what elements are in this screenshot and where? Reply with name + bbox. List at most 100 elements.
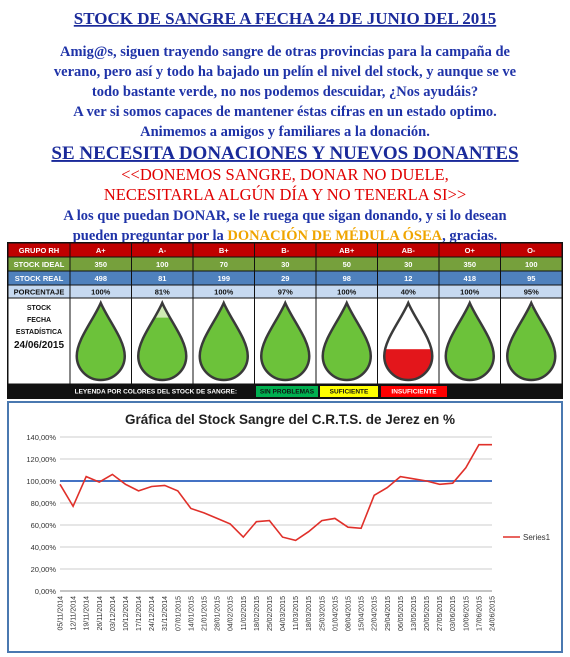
y-tick-label: 140,00% (26, 433, 56, 442)
headline: SE NECESITA DONACIONES Y NUEVOS DONANTES (51, 143, 518, 164)
cell (70, 285, 131, 298)
cell (439, 285, 500, 298)
closing-line: A los que puedan DONAR, se le ruega que … (63, 208, 506, 224)
cell (378, 257, 439, 271)
cell-text: 81 (158, 274, 166, 283)
appeal-line: NECESITARLA ALGÚN DÍA Y NO TENERLA SI>> (104, 185, 466, 204)
cell (378, 271, 439, 285)
x-tick-label: 18/02/2015 (254, 596, 261, 631)
cell-text: 100 (525, 260, 538, 269)
date-cell-text: FECHA (27, 317, 51, 324)
x-tick-label: 08/04/2015 (346, 596, 353, 631)
date-cell-text: STOCK (27, 305, 51, 312)
y-tick-label: 40,00% (31, 543, 57, 552)
chart-title: Gráfica del Stock Sangre del C.R.T.S. de… (125, 412, 455, 427)
cell-text: O+ (465, 246, 476, 255)
cell-text: 199 (217, 274, 230, 283)
cell (378, 285, 439, 298)
cell (8, 271, 70, 285)
x-tick-label: 04/02/2015 (228, 596, 235, 631)
x-tick-label: 21/01/2015 (202, 596, 209, 631)
paragraph-line: todo bastante verde, no nos podemos desc… (92, 84, 478, 100)
x-tick-label: 11/03/2015 (293, 596, 300, 631)
cell (8, 257, 70, 271)
cell-text: AB- (402, 246, 416, 255)
x-tick-label: 10/12/2014 (123, 596, 130, 631)
cell-text: 100% (337, 288, 357, 297)
cell-text: 98 (343, 274, 351, 283)
closing-text: pueden preguntar por la (73, 228, 228, 244)
cell-text: 350 (463, 260, 476, 269)
cell-text: 70 (220, 260, 228, 269)
cell (193, 271, 254, 285)
cell-text: 81% (155, 288, 170, 297)
x-tick-label: 17/12/2014 (136, 596, 143, 631)
cell (501, 243, 562, 257)
cell-text: STOCK IDEAL (14, 260, 65, 269)
cell (193, 243, 254, 257)
x-tick-label: 04/03/2015 (280, 596, 287, 631)
drop-outline (505, 299, 557, 382)
closing-line: pueden preguntar por la DONACIÓN DE MÉDU… (73, 227, 498, 244)
cell (316, 257, 377, 271)
x-tick-label: 13/05/2015 (411, 596, 418, 631)
cell-text: 97% (278, 288, 293, 297)
cell-text: PORCENTAJE (14, 288, 65, 297)
cell-text: B+ (219, 246, 229, 255)
x-tick-label: 07/01/2015 (175, 596, 182, 631)
cell-text: 30 (281, 260, 289, 269)
cell-text: AB+ (339, 246, 355, 255)
legend-text: SIN PROBLEMAS (260, 389, 315, 396)
cell-text: 50 (343, 260, 351, 269)
cell-text: B- (281, 246, 289, 255)
cell-text: 100% (214, 288, 234, 297)
cell (132, 271, 193, 285)
cell (132, 285, 193, 298)
appeal-line: <<DONEMOS SANGRE, DONAR NO DUELE, (121, 165, 449, 184)
cell-text: O- (527, 246, 536, 255)
cell (255, 285, 316, 298)
cell (132, 243, 193, 257)
x-tick-label: 25/03/2015 (319, 596, 326, 631)
cell (8, 285, 70, 298)
x-tick-label: 03/06/2015 (450, 596, 457, 631)
legend-text: Series1 (523, 533, 551, 542)
drop-outline (382, 299, 434, 382)
cell (8, 243, 70, 257)
x-tick-label: 17/06/2015 (476, 596, 483, 631)
series-line (59, 443, 492, 542)
cell (193, 257, 254, 271)
cell-text: A- (158, 246, 166, 255)
x-tick-label: 20/05/2015 (424, 596, 431, 631)
cell (439, 243, 500, 257)
x-tick-label: 05/11/2014 (58, 596, 65, 631)
drop-outline (198, 299, 250, 382)
legend-swatch (256, 386, 318, 397)
cell-text: 12 (404, 274, 412, 283)
drop-outline (259, 299, 311, 382)
cell-text: STOCK REAL (15, 274, 64, 283)
legend-text: INSUFICIENTE (391, 389, 437, 396)
cell-text: 95 (527, 274, 535, 283)
cell (193, 285, 254, 298)
legend-text: SUFICIENTE (330, 389, 369, 396)
x-tick-label: 26/11/2014 (97, 596, 104, 631)
y-tick-label: 60,00% (31, 521, 57, 530)
x-tick-label: 15/04/2015 (359, 596, 366, 631)
cell (70, 271, 131, 285)
x-tick-label: 31/12/2014 (162, 596, 169, 631)
cell (70, 243, 131, 257)
cell (378, 243, 439, 257)
x-tick-label: 25/02/2015 (267, 596, 274, 631)
x-tick-label: 27/05/2015 (437, 596, 444, 631)
cell (501, 257, 562, 271)
date-cell-text: ESTADÍSTICA (16, 327, 62, 336)
x-tick-label: 06/05/2015 (398, 596, 405, 631)
paragraph-line: A ver si somos capaces de mantener éstas… (73, 104, 497, 120)
x-tick-label: 19/11/2014 (84, 596, 91, 631)
cell (439, 271, 500, 285)
drop-outline (321, 299, 373, 382)
paragraph-line: Animemos a amigos y familiares a la dona… (140, 124, 430, 140)
highlight: DONACIÓN DE MÉDULA ÓSEA (227, 227, 442, 244)
legend-swatch (381, 386, 447, 397)
